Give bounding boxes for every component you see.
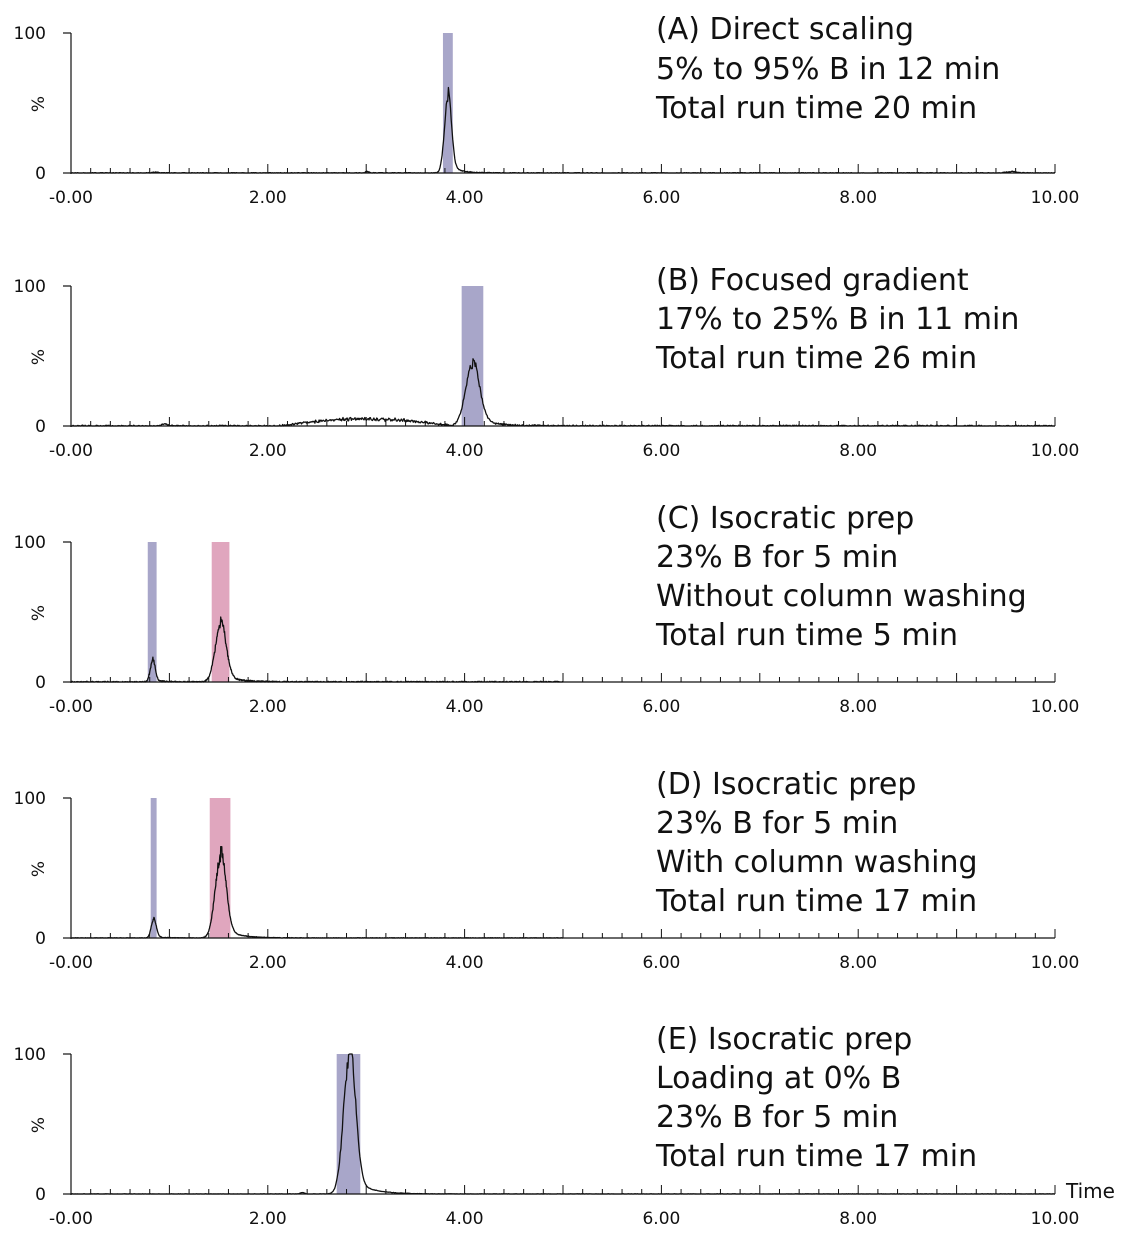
panel-caption-line: (B) Focused gradient <box>656 263 969 298</box>
chromatogram-panel: 100 0% -0.00 2.00 4.00 6.00 8.00 10.00 Time (E) I… <box>14 1022 1115 1229</box>
y-tick-label: 100 <box>14 24 46 44</box>
panel-caption-line: Loading at 0% B <box>656 1061 901 1096</box>
x-tick-label: 6.00 <box>642 697 680 717</box>
x-tick-label: 10.00 <box>1031 953 1080 973</box>
x-tick-label: 10.00 <box>1031 188 1080 208</box>
x-tick-label: 6.00 <box>642 441 680 461</box>
x-tick-label: 4.00 <box>446 441 484 461</box>
x-tick-label: 2.00 <box>249 188 287 208</box>
panel-caption-line: Total run time 5 min <box>655 618 958 653</box>
x-tick-label: 6.00 <box>642 1209 680 1229</box>
x-tick-label: 10.00 <box>1031 441 1080 461</box>
y-tick-label: 100 <box>14 789 46 809</box>
y-axis-label: % <box>29 605 49 621</box>
x-tick-label: 8.00 <box>839 697 877 717</box>
fraction-band <box>209 798 231 938</box>
chromatogram-trace <box>70 1053 1055 1195</box>
panel-caption-line: 23% B for 5 min <box>656 540 898 575</box>
x-tick-label: 8.00 <box>839 188 877 208</box>
x-axis-label: Time <box>1065 1179 1115 1203</box>
y-axis-label: % <box>29 861 49 877</box>
fraction-band <box>147 542 157 682</box>
fraction-band <box>442 33 453 173</box>
x-tick-label: 6.00 <box>642 188 680 208</box>
x-tick-label: 8.00 <box>839 1209 877 1229</box>
chromatogram-panel: 100 0% -0.00 2.00 4.00 6.00 8.00 10.00 (C) Isocr… <box>14 501 1080 717</box>
panel-caption-line: 23% B for 5 min <box>656 806 898 841</box>
x-tick-label: 4.00 <box>446 697 484 717</box>
x-tick-label: 6.00 <box>642 953 680 973</box>
chromatogram-trace <box>70 616 564 683</box>
panel-caption-line: 5% to 95% B in 12 min <box>656 52 1000 87</box>
x-tick-label: -0.00 <box>49 441 93 461</box>
panel-caption-line: 23% B for 5 min <box>656 1100 898 1135</box>
panel-caption-line: (E) Isocratic prep <box>656 1022 912 1057</box>
panel-caption-line: (C) Isocratic prep <box>656 501 914 536</box>
chromatogram-trace <box>71 358 1055 427</box>
panel-caption-line: Total run time 20 min <box>655 91 977 126</box>
x-tick-label: 4.00 <box>446 1209 484 1229</box>
x-tick-label: -0.00 <box>49 697 93 717</box>
y-tick-label: 0 <box>35 1185 46 1205</box>
y-axis-label: % <box>29 96 49 112</box>
chromatogram-trace <box>71 86 1056 174</box>
y-axis-label: % <box>29 349 49 365</box>
x-tick-label: -0.00 <box>49 953 93 973</box>
x-tick-label: 8.00 <box>839 953 877 973</box>
y-tick-label: 0 <box>35 673 46 693</box>
x-tick-label: -0.00 <box>49 1209 93 1229</box>
panel-caption-line: Without column washing <box>656 579 1027 614</box>
panel-caption-line: Total run time 26 min <box>655 341 977 376</box>
y-tick-label: 0 <box>35 929 46 949</box>
y-tick-label: 100 <box>14 277 46 297</box>
chromatogram-panel: 100 0% -0.00 2.00 4.00 6.00 8.00 10.00 (B) Focus… <box>14 263 1080 461</box>
fraction-band <box>461 286 484 426</box>
x-tick-label: 10.00 <box>1031 1209 1080 1229</box>
x-tick-label: 8.00 <box>839 441 877 461</box>
y-tick-label: 0 <box>35 164 46 184</box>
x-tick-label: -0.00 <box>49 188 93 208</box>
panel-caption-line: Total run time 17 min <box>655 1139 977 1174</box>
x-tick-label: 10.00 <box>1031 697 1080 717</box>
x-tick-label: 4.00 <box>446 953 484 973</box>
panel-caption-line: (A) Direct scaling <box>656 12 914 47</box>
fraction-band <box>211 542 230 682</box>
x-tick-label: 2.00 <box>249 1209 287 1229</box>
chromatogram-trace <box>70 846 564 939</box>
x-tick-label: 4.00 <box>446 188 484 208</box>
panel-caption-line: 17% to 25% B in 11 min <box>656 302 1019 337</box>
x-tick-label: 2.00 <box>249 441 287 461</box>
chromatogram-panel: 100 0% -0.00 2.00 4.00 6.00 8.00 10.00 (D) Isocr… <box>14 767 1080 973</box>
y-tick-label: 100 <box>14 533 46 553</box>
x-tick-label: 2.00 <box>249 697 287 717</box>
panel-caption-line: With column washing <box>656 845 978 880</box>
x-tick-label: 2.00 <box>249 953 287 973</box>
y-axis-label: % <box>29 1117 49 1133</box>
panel-caption-line: Total run time 17 min <box>655 884 977 919</box>
chromatogram-panel: 100 0% -0.00 2.00 4.00 6.00 8.00 10.00 (A) Direc… <box>14 12 1080 208</box>
fraction-band <box>150 798 157 938</box>
y-tick-label: 100 <box>14 1045 46 1065</box>
panel-caption-line: (D) Isocratic prep <box>656 767 916 802</box>
y-tick-label: 0 <box>35 417 46 437</box>
